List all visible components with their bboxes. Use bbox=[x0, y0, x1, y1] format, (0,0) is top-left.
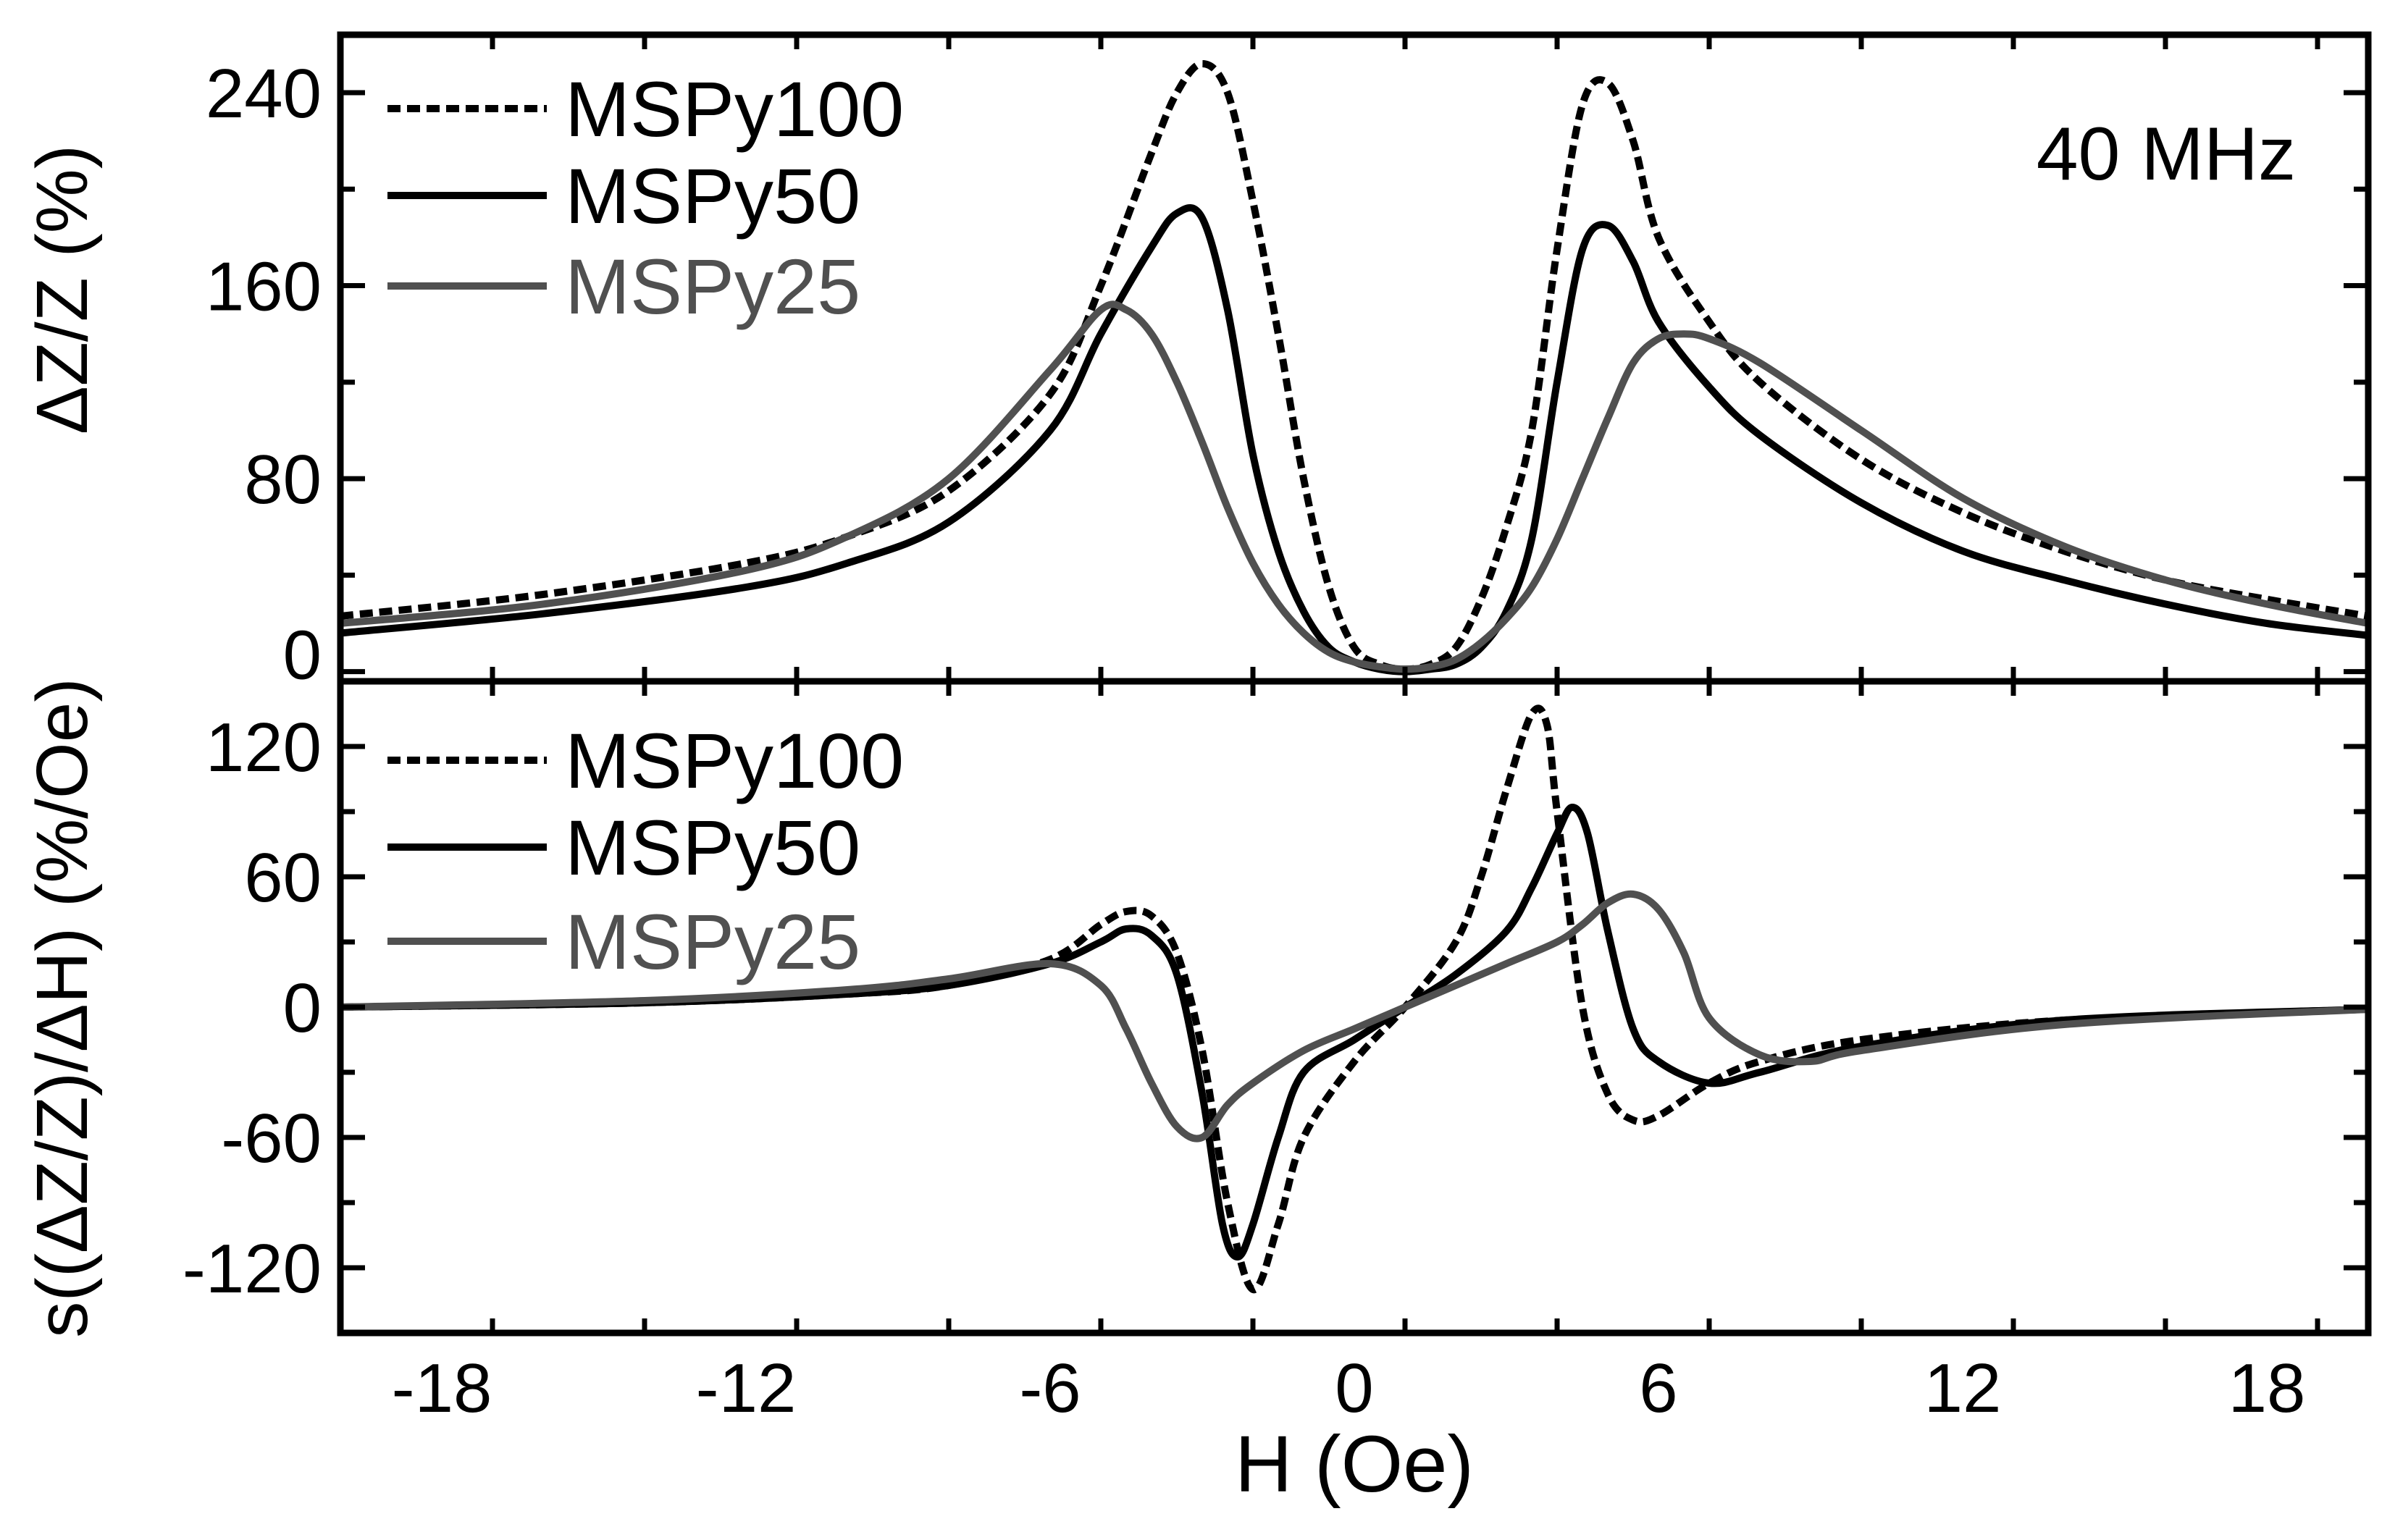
x-tick-label: -12 bbox=[696, 1350, 797, 1427]
top-y-tick-label: 0 bbox=[283, 617, 322, 694]
top-y-tick-label: 160 bbox=[206, 248, 322, 326]
frequency-annotation: 40 MHz bbox=[2037, 112, 2296, 196]
x-tick-label: 6 bbox=[1639, 1350, 1677, 1427]
legend-label-mspy100: MSPy100 bbox=[565, 65, 904, 153]
bottom-series-line-mspy50 bbox=[340, 804, 2368, 1261]
legend-label-mspy100: MSPy100 bbox=[565, 717, 904, 804]
bottom-series-group bbox=[340, 704, 2368, 1294]
bottom-y-axis-label: s((ΔZ/Z)/ΔH) (%/Oe) bbox=[22, 678, 103, 1337]
bottom-series-line-mspy25 bbox=[340, 890, 2368, 1143]
x-tick-label: 18 bbox=[2228, 1350, 2306, 1427]
x-axis-label: H (Oe) bbox=[1235, 1420, 1474, 1509]
bottom-y-tick-label: 0 bbox=[283, 969, 322, 1047]
legend-label-mspy25: MSPy25 bbox=[565, 243, 860, 330]
legend-label-mspy50: MSPy50 bbox=[565, 152, 860, 240]
x-tick-label: 0 bbox=[1335, 1350, 1373, 1427]
bottom-y-tick-label: -120 bbox=[183, 1230, 322, 1308]
x-tick-label: -6 bbox=[1019, 1350, 1081, 1427]
bottom-y-tick-label: 60 bbox=[244, 839, 322, 917]
top-y-tick-label: 240 bbox=[206, 55, 322, 132]
x-tick-label: 12 bbox=[1924, 1350, 2002, 1427]
top-y-axis-label: ΔZ/Z (%) bbox=[22, 145, 103, 434]
legend-label-mspy50: MSPy50 bbox=[565, 804, 860, 891]
top-panel: 0 80 160 240 ΔZ/Z (%) 40 MHz MSPy100MSPy50M… bbox=[22, 31, 2372, 694]
x-tick-label: -18 bbox=[392, 1350, 492, 1427]
legend-label-mspy25: MSPy25 bbox=[565, 898, 860, 985]
top-y-tick-label: 80 bbox=[244, 441, 322, 518]
bottom-y-tick-label: 120 bbox=[206, 709, 322, 786]
bottom-series-line-mspy100 bbox=[340, 704, 2368, 1294]
bottom-y-tick-label: -60 bbox=[221, 1100, 322, 1177]
